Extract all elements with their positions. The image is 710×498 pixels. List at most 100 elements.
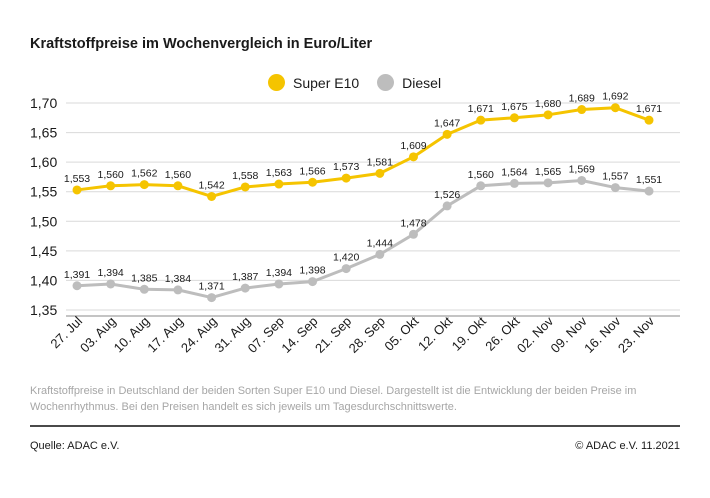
series-line-super-e10 <box>76 106 650 198</box>
data-label-diesel: 1,387 <box>232 271 258 283</box>
data-label-diesel: 1,560 <box>468 169 494 181</box>
data-point-diesel <box>106 279 116 289</box>
data-point-super-e10 <box>442 129 452 139</box>
y-tick-label: 1,45 <box>30 243 57 259</box>
data-label-super-e10: 1,563 <box>266 167 292 179</box>
x-tick-label: 05. Okt <box>381 313 422 354</box>
legend-item-diesel: Diesel <box>377 74 441 91</box>
data-label-diesel: 1,551 <box>636 174 662 186</box>
data-point-diesel <box>72 281 82 291</box>
legend-item-super-e10: Super E10 <box>268 74 359 91</box>
data-point-super-e10 <box>408 152 418 162</box>
legend-swatch-diesel <box>377 74 395 91</box>
copyright-note: © ADAC e.V. 11.2021 <box>575 440 680 452</box>
divider <box>30 425 680 427</box>
x-tick-label: 19. Okt <box>449 313 490 354</box>
y-tick-label: 1,65 <box>30 125 57 141</box>
legend-label-super-e10: Super E10 <box>293 74 360 91</box>
data-label-super-e10: 1,647 <box>434 117 460 129</box>
data-point-super-e10 <box>375 168 385 178</box>
data-point-diesel <box>644 186 654 196</box>
data-label-diesel: 1,569 <box>569 163 595 175</box>
legend: Super E10 Diesel <box>268 74 459 91</box>
x-tick-label: 21. Sep <box>312 314 354 356</box>
chart-description: Kraftstoffpreise in Deutschland der beid… <box>30 385 637 413</box>
data-point-super-e10 <box>543 110 553 120</box>
data-label-super-e10: 1,542 <box>198 179 224 191</box>
data-label-diesel: 1,385 <box>131 272 157 284</box>
data-point-diesel <box>442 201 452 211</box>
data-label-super-e10: 1,609 <box>400 140 426 152</box>
data-label-super-e10: 1,675 <box>501 101 527 113</box>
data-label-diesel: 1,444 <box>367 237 393 249</box>
data-label-super-e10: 1,566 <box>299 165 325 177</box>
y-tick-label: 1,55 <box>30 184 57 200</box>
data-label-super-e10: 1,560 <box>165 169 191 181</box>
x-tick-label: 24. Aug <box>178 314 220 356</box>
x-tick-label: 09. Nov <box>548 313 591 356</box>
data-point-super-e10 <box>240 182 250 192</box>
x-tick-label: 07. Sep <box>245 314 287 356</box>
data-point-super-e10 <box>72 185 82 195</box>
x-tick-label: 28. Sep <box>346 314 388 356</box>
data-point-diesel <box>610 183 620 193</box>
y-tick-label: 1,35 <box>30 302 57 318</box>
data-point-super-e10 <box>173 181 183 191</box>
y-tick-label: 1,60 <box>30 154 57 170</box>
data-point-super-e10 <box>106 181 116 191</box>
data-label-diesel: 1,394 <box>98 267 124 279</box>
data-point-diesel <box>509 178 519 188</box>
data-point-diesel <box>274 279 284 289</box>
x-tick-label: 31. Aug <box>212 314 254 356</box>
data-point-super-e10 <box>610 103 620 113</box>
data-label-super-e10: 1,689 <box>569 93 595 105</box>
y-tick-label: 1,50 <box>30 213 57 229</box>
data-label-diesel: 1,371 <box>198 281 224 293</box>
data-point-diesel <box>207 293 217 303</box>
legend-label-diesel: Diesel <box>402 74 442 91</box>
data-point-super-e10 <box>341 173 351 183</box>
chart-title: Kraftstoffpreise im Wochenvergleich in E… <box>30 36 373 52</box>
data-point-super-e10 <box>207 191 217 201</box>
data-point-diesel <box>173 285 183 295</box>
data-label-super-e10: 1,671 <box>468 103 494 115</box>
data-point-super-e10 <box>644 115 654 125</box>
data-label-super-e10: 1,671 <box>636 103 662 115</box>
legend-swatch-super-e10 <box>268 74 285 91</box>
data-label-diesel: 1,565 <box>535 166 561 178</box>
series-line-diesel <box>76 178 650 300</box>
data-point-super-e10 <box>577 105 587 115</box>
data-point-diesel <box>408 229 418 239</box>
x-tick-label: 17. Aug <box>144 314 186 356</box>
data-point-diesel <box>577 175 587 185</box>
data-label-super-e10: 1,581 <box>367 156 393 168</box>
data-point-super-e10 <box>139 180 149 190</box>
y-tick-label: 1,70 <box>30 95 57 111</box>
data-point-super-e10 <box>274 179 284 189</box>
source-note: Quelle: ADAC e.V. <box>30 440 120 452</box>
data-label-diesel: 1,557 <box>602 171 628 183</box>
data-label-diesel: 1,391 <box>64 269 90 281</box>
data-point-diesel <box>341 264 351 274</box>
x-tick-label: 03. Aug <box>77 314 119 356</box>
data-point-diesel <box>476 181 486 191</box>
data-label-super-e10: 1,553 <box>64 173 90 185</box>
data-label-diesel: 1,478 <box>400 217 426 229</box>
data-point-diesel <box>308 277 318 287</box>
data-point-diesel <box>543 178 553 188</box>
x-tick-label: 10. Aug <box>111 314 153 356</box>
x-tick-label: 16. Nov <box>581 313 624 356</box>
data-label-diesel: 1,384 <box>165 273 191 285</box>
x-tick-label: 14. Sep <box>278 314 320 356</box>
data-label-diesel: 1,398 <box>299 265 325 277</box>
x-tick-label: 12. Okt <box>415 313 456 354</box>
data-point-super-e10 <box>509 113 519 123</box>
x-tick-label: 23. Nov <box>615 313 658 356</box>
data-label-super-e10: 1,573 <box>333 161 359 173</box>
data-label-super-e10: 1,692 <box>602 91 628 103</box>
data-point-diesel <box>139 284 149 294</box>
data-label-super-e10: 1,680 <box>535 98 561 110</box>
data-point-super-e10 <box>476 115 486 125</box>
data-label-diesel: 1,526 <box>434 189 460 201</box>
